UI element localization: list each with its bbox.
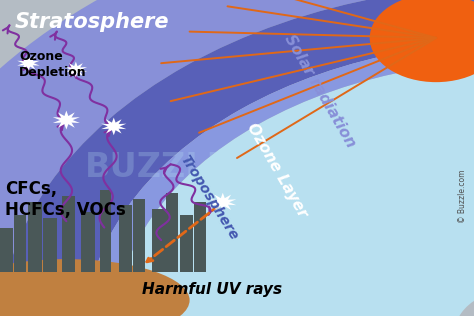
Bar (118, 205, 132, 272)
Text: Ozone
Depletion: Ozone Depletion (19, 50, 87, 79)
Polygon shape (17, 55, 40, 71)
Circle shape (370, 0, 474, 82)
Bar (0, 228, 13, 272)
Bar (62, 196, 75, 272)
Bar (43, 218, 57, 272)
Text: Ozone Layer: Ozone Layer (244, 120, 310, 220)
Polygon shape (101, 118, 127, 135)
Text: BUZZLE: BUZZLE (85, 151, 231, 184)
Text: Harmful UV rays: Harmful UV rays (142, 282, 283, 297)
Text: CFCs,
HCFCs, VOCs: CFCs, HCFCs, VOCs (5, 180, 126, 219)
Bar (180, 215, 193, 272)
Text: © Buzzle.com: © Buzzle.com (458, 169, 466, 223)
Bar (28, 202, 42, 272)
Bar (152, 209, 166, 272)
Text: Troposphere: Troposphere (178, 152, 241, 242)
Wedge shape (85, 41, 474, 316)
Text: Solar radiation: Solar radiation (282, 32, 359, 150)
Bar (14, 215, 26, 272)
Bar (81, 212, 95, 272)
Text: Stratosphere: Stratosphere (14, 12, 169, 33)
Bar (133, 199, 145, 272)
Polygon shape (53, 111, 80, 130)
Polygon shape (209, 193, 237, 212)
Polygon shape (64, 62, 87, 77)
Bar (100, 190, 111, 272)
Bar (166, 193, 178, 272)
Bar (194, 202, 206, 272)
Ellipse shape (0, 259, 190, 316)
Wedge shape (114, 60, 474, 316)
